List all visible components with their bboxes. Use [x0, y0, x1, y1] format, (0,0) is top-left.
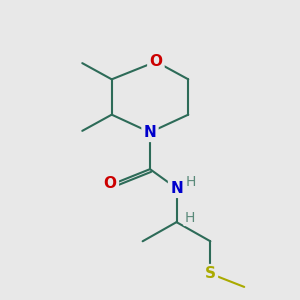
Text: N: N	[144, 125, 156, 140]
Text: H: H	[184, 211, 195, 225]
Text: O: O	[149, 54, 162, 69]
Text: N: N	[170, 181, 183, 196]
Text: H: H	[186, 176, 196, 189]
Text: O: O	[104, 176, 117, 191]
Text: S: S	[205, 266, 216, 281]
